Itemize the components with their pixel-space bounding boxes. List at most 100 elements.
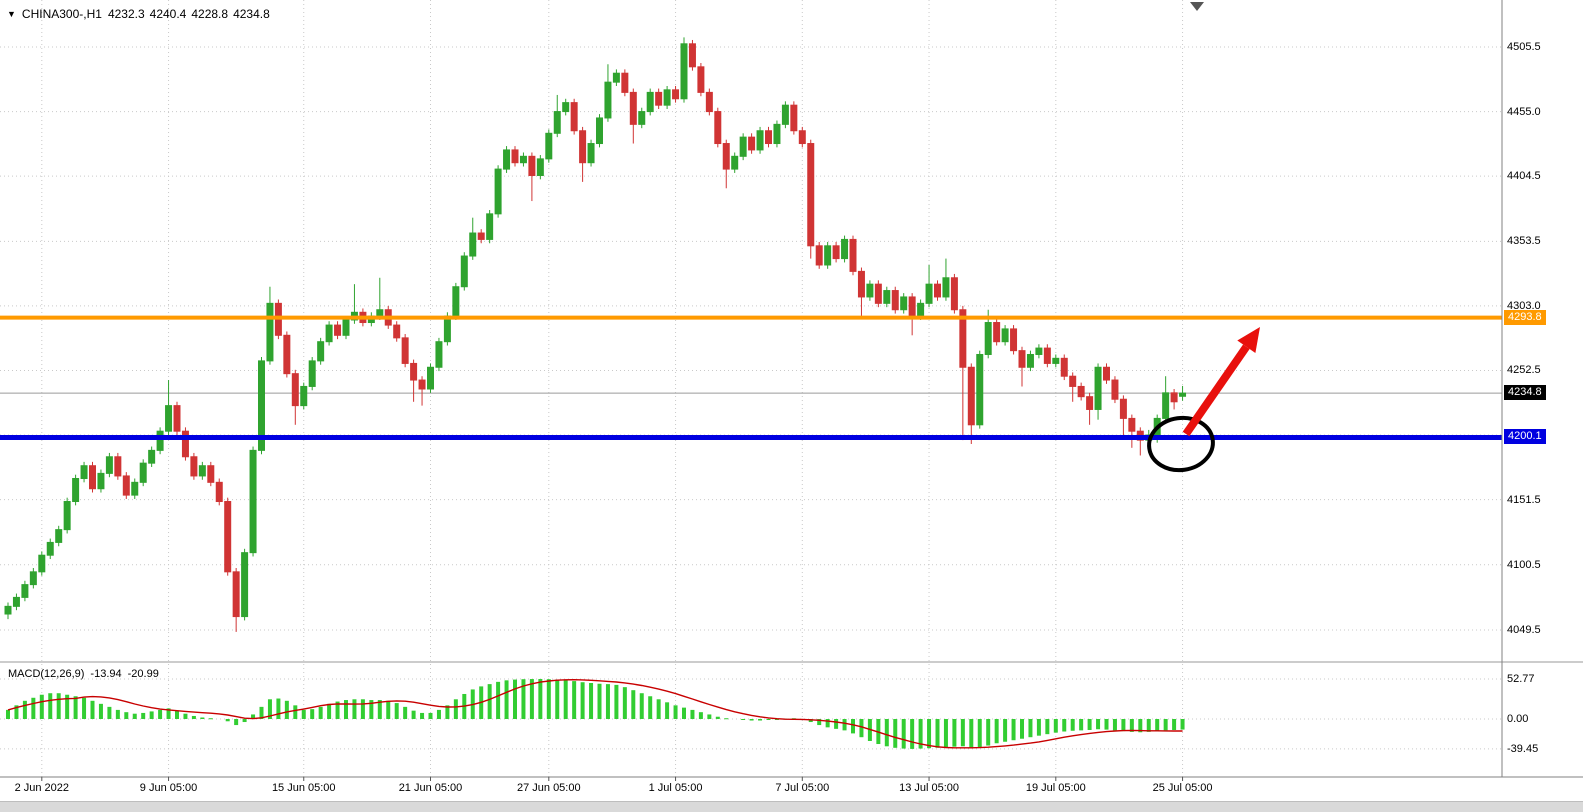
macd-bar [960, 719, 965, 747]
macd-bar [158, 709, 163, 719]
candle [266, 302, 274, 362]
macd-bar [352, 699, 357, 719]
macd-bar [445, 705, 450, 719]
macd-bar [1112, 719, 1117, 731]
time-axis-label: 7 Jul 05:00 [775, 782, 830, 794]
candle [536, 158, 544, 176]
macd-bar [310, 709, 315, 719]
candle [72, 477, 80, 503]
macd-bar [927, 719, 932, 749]
candle [1119, 398, 1127, 419]
macd-bar [14, 705, 19, 719]
macd-bar [1138, 719, 1143, 733]
macd-bar [529, 679, 534, 719]
candle [317, 341, 325, 362]
candle [1026, 353, 1034, 368]
macd-bar [504, 680, 509, 719]
price-axis-label: 4100.5 [1507, 558, 1541, 571]
macd-bar [1096, 719, 1101, 730]
macd-bar [276, 698, 281, 719]
candle [198, 465, 206, 477]
candle [739, 136, 747, 157]
macd-bar [242, 719, 247, 723]
macd-bar [1180, 719, 1185, 730]
candle [207, 465, 215, 483]
candle [1018, 350, 1026, 368]
candle [621, 72, 629, 93]
macd-axis-label: 0.00 [1507, 713, 1529, 725]
candle [891, 290, 899, 311]
price-axis-label: 4151.5 [1507, 493, 1541, 506]
candle [241, 552, 249, 618]
time-axis-label: 2 Jun 2022 [14, 782, 70, 794]
macd-bar [1028, 719, 1033, 738]
macd-bar [910, 719, 915, 749]
candle [688, 43, 696, 68]
macd-bar [589, 682, 594, 719]
macd-bar [200, 717, 205, 719]
candle [832, 245, 840, 260]
macd-bar [682, 707, 686, 719]
candle [1077, 385, 1085, 398]
candle [46, 541, 54, 556]
candle [21, 584, 29, 598]
macd-bar [115, 709, 120, 719]
macd-bar [411, 710, 416, 719]
macd-bar [698, 712, 703, 719]
candle [38, 554, 46, 573]
candle [638, 111, 646, 125]
price-axis-label: 4252.5 [1507, 364, 1541, 377]
macd-bar [234, 719, 239, 726]
macd-bar [293, 705, 298, 719]
macd-bar [656, 699, 661, 719]
arrow-annotation-head[interactable] [1237, 327, 1260, 353]
candle [781, 104, 789, 125]
candle [283, 334, 291, 375]
macd-bar [1087, 719, 1092, 730]
macd-axis-label: -39.45 [1507, 742, 1539, 755]
chart-shift-marker-icon[interactable] [1190, 2, 1204, 11]
macd-bar [132, 713, 137, 719]
time-axis-label: 9 Jun 05:00 [139, 782, 198, 794]
arrow-annotation-shaft[interactable] [1182, 344, 1250, 437]
macd-bar [842, 719, 847, 731]
candle [55, 529, 63, 543]
candle [655, 91, 663, 106]
horizontal-scrollbar[interactable] [0, 801, 1583, 812]
candle [29, 571, 37, 586]
candle [181, 430, 189, 458]
macd-bar [428, 712, 433, 719]
macd-bar [1062, 719, 1067, 732]
candle [148, 449, 156, 464]
candle [97, 472, 105, 490]
macd-bar [208, 718, 213, 720]
macd-bar [859, 719, 864, 738]
macd-bar [1011, 719, 1016, 741]
candle [376, 309, 384, 317]
candle [511, 149, 519, 164]
macd-bar [436, 709, 441, 719]
candle [672, 89, 680, 100]
macd-bar [267, 699, 272, 719]
quick-trade-dropdown-icon[interactable]: ▼ [7, 8, 16, 19]
candle [80, 465, 88, 479]
ellipse-annotation[interactable] [1146, 414, 1217, 474]
macd-bar [1163, 719, 1168, 731]
candle [258, 360, 265, 451]
candle [680, 43, 688, 100]
time-axis-label: 15 Jun 05:00 [271, 782, 336, 794]
candle [1052, 357, 1060, 364]
macd-main-value: -13.94 [90, 668, 122, 680]
candle [790, 104, 798, 132]
macd-bar [825, 719, 830, 728]
macd-bar [453, 699, 458, 719]
price-axis-label: 4303.0 [1507, 299, 1541, 312]
candle [224, 501, 232, 573]
macd-bar [149, 711, 154, 719]
candle [976, 353, 984, 426]
macd-bar [1070, 719, 1075, 731]
macd-signal-line [7, 678, 1183, 749]
candle [469, 232, 477, 257]
candle [427, 366, 434, 390]
